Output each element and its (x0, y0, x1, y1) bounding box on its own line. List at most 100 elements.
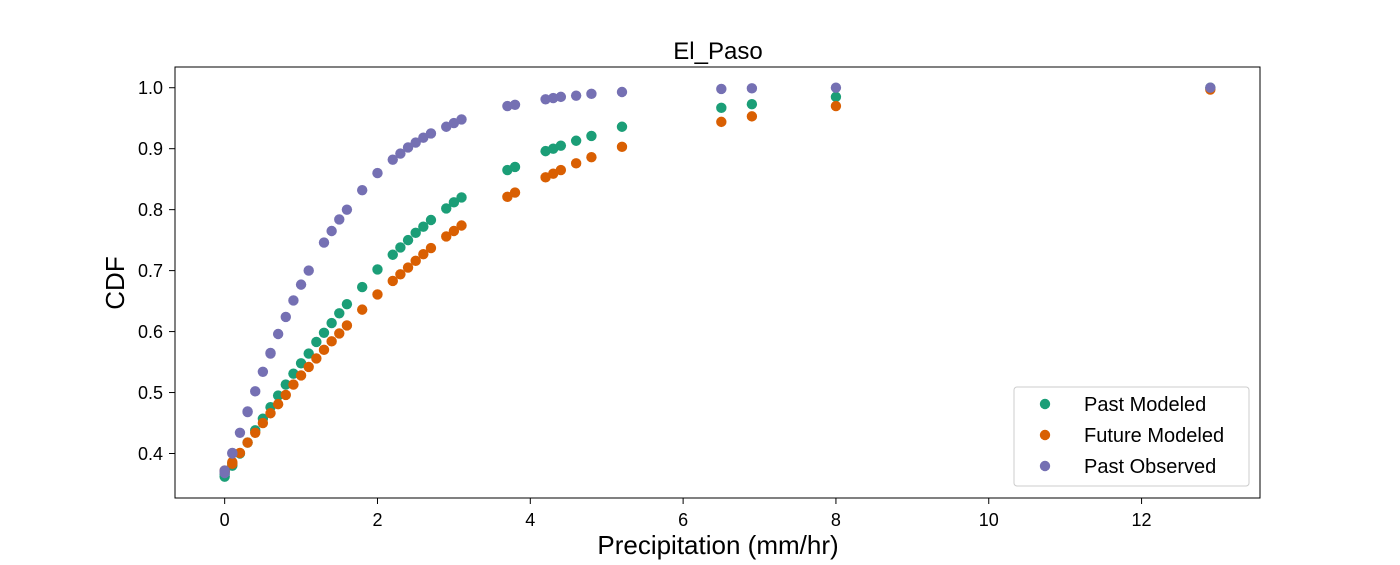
data-point (555, 164, 567, 176)
data-point (303, 361, 314, 373)
data-point (387, 249, 398, 260)
data-point (425, 214, 437, 226)
data-point (746, 83, 758, 94)
data-point (716, 116, 727, 128)
chart-title: El_Paso (673, 38, 762, 65)
data-point (318, 327, 330, 338)
data-point (570, 135, 582, 146)
y-tick-label: 0.7 (138, 261, 163, 281)
x-axis-label: Precipitation (mm/hr) (597, 530, 838, 560)
y-tick-label: 0.6 (138, 322, 163, 342)
data-point (295, 370, 307, 381)
y-tick-label: 0.4 (138, 444, 163, 464)
x-axis: 0 2 4 6 8 10 12 (220, 498, 1152, 530)
data-points-layer (219, 82, 1216, 482)
data-point (502, 191, 513, 203)
data-point (586, 88, 597, 100)
data-point (402, 234, 414, 246)
data-point (288, 295, 299, 306)
data-point (303, 265, 314, 276)
data-point (341, 204, 353, 215)
data-point (250, 386, 261, 397)
data-point (410, 255, 421, 267)
data-point (716, 83, 727, 95)
x-tick-label: 4 (525, 510, 535, 530)
data-point (272, 398, 284, 410)
data-point (410, 137, 421, 148)
data-point (242, 437, 253, 448)
y-tick-label: 1.0 (138, 78, 163, 98)
data-point (441, 231, 452, 242)
data-point (257, 366, 269, 378)
legend-marker (1039, 398, 1051, 410)
data-point (234, 427, 246, 438)
data-point (387, 275, 398, 287)
y-tick-label: 0.9 (138, 139, 163, 159)
legend-label: Past Modeled (1084, 394, 1206, 416)
data-point (441, 203, 452, 214)
data-point (456, 220, 467, 231)
data-point (318, 237, 330, 248)
data-point (746, 111, 758, 122)
data-point (387, 154, 398, 165)
data-point (586, 130, 597, 142)
data-point (548, 92, 559, 104)
y-tick-label: 0.8 (138, 200, 163, 220)
data-point (830, 100, 842, 112)
data-point (418, 248, 429, 260)
data-point (502, 100, 513, 112)
data-point (227, 456, 238, 468)
data-point (830, 82, 842, 93)
data-point (334, 328, 345, 339)
data-point (311, 353, 322, 364)
data-point (456, 192, 467, 203)
legend-marker (1039, 429, 1051, 441)
data-point (716, 102, 727, 114)
data-point (395, 242, 406, 253)
data-point (357, 281, 368, 293)
data-point (295, 279, 307, 290)
data-point (250, 427, 261, 438)
data-point (234, 447, 246, 459)
x-tick-label: 12 (1132, 510, 1152, 530)
data-point (372, 289, 383, 300)
data-point (448, 197, 460, 208)
data-point (509, 187, 521, 198)
data-point (242, 406, 253, 417)
data-point (265, 408, 276, 419)
data-point (448, 225, 460, 237)
data-point (311, 336, 322, 348)
data-point (410, 227, 421, 239)
data-point (456, 114, 467, 125)
data-point (272, 328, 284, 340)
data-point (227, 447, 238, 459)
x-tick-label: 10 (979, 510, 999, 530)
data-point (280, 379, 291, 390)
legend-label: Past Observed (1084, 456, 1216, 478)
data-point (425, 242, 437, 254)
data-point (746, 98, 758, 110)
data-point (288, 379, 299, 390)
data-point (425, 128, 437, 139)
data-point (219, 465, 230, 476)
data-point (402, 142, 414, 153)
data-point (341, 298, 353, 310)
data-point (570, 158, 582, 169)
data-point (540, 94, 551, 105)
legend-label: Future Modeled (1084, 425, 1224, 447)
data-point (555, 91, 567, 103)
data-point (326, 317, 337, 329)
data-point (616, 141, 628, 153)
data-point (509, 99, 521, 111)
x-tick-label: 0 (220, 510, 230, 530)
data-point (372, 264, 383, 275)
data-point (372, 167, 383, 179)
data-point (586, 152, 597, 163)
data-point (555, 140, 567, 151)
data-point (570, 90, 582, 101)
data-point (395, 269, 406, 280)
data-point (357, 184, 368, 196)
x-tick-label: 2 (372, 510, 382, 530)
